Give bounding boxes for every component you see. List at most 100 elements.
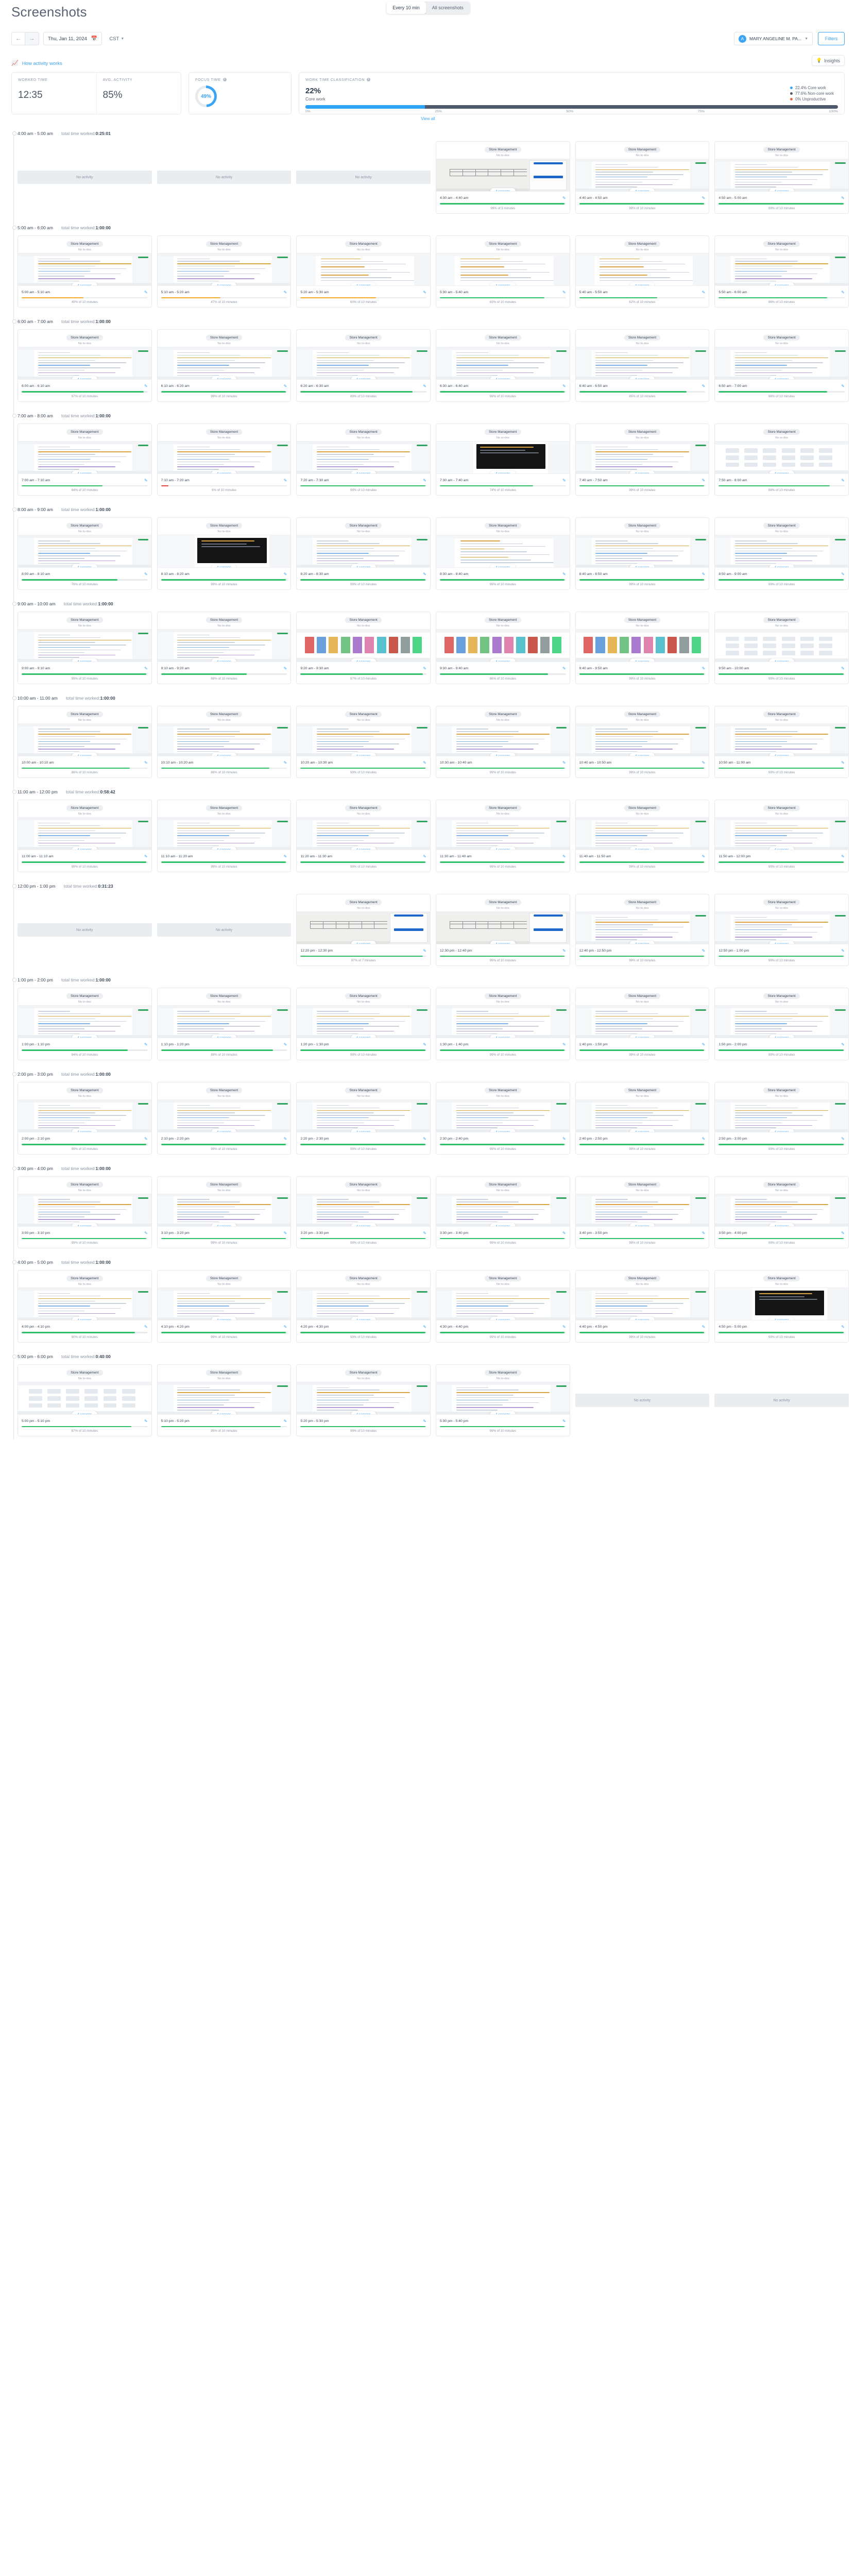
screenshot-thumbnail[interactable]: 4 screens [715, 723, 848, 756]
screenshot-card[interactable]: Store Management No to-dos 4 screens 4:20 p… [296, 1270, 431, 1343]
screens-count-pill[interactable]: 4 screens [211, 1128, 237, 1132]
pencil-icon[interactable]: ✎ [562, 1042, 566, 1047]
screenshot-thumbnail[interactable]: 4 screens [157, 440, 291, 474]
project-chip[interactable]: Store Management [485, 1181, 521, 1188]
screenshot-card[interactable]: Store Management No to-dos 4 screens 5:10 p… [157, 1364, 292, 1437]
screens-count-pill[interactable]: 4 screens [769, 1128, 794, 1132]
project-chip[interactable]: Store Management [624, 147, 661, 152]
screenshot-card[interactable]: Store Management No to-dos 4 screens 8:10 a… [157, 517, 292, 590]
pencil-icon[interactable]: ✎ [701, 948, 706, 953]
project-chip[interactable]: Store Management [206, 523, 243, 529]
screenshot-thumbnail[interactable]: 4 screens [436, 1381, 570, 1415]
project-chip[interactable]: Store Management [485, 617, 521, 623]
pencil-icon[interactable]: ✎ [423, 666, 426, 671]
screens-count-pill[interactable]: 4 screens [629, 1128, 655, 1132]
screenshot-thumbnail[interactable]: 4 screens [18, 440, 151, 474]
screens-count-pill[interactable]: 4 screens [769, 658, 794, 662]
screenshot-card[interactable]: Store Management No to-dos 4 screens 10:20 … [296, 705, 431, 778]
screenshot-thumbnail[interactable]: 4 screens [297, 535, 430, 568]
pencil-icon[interactable]: ✎ [283, 666, 287, 671]
screenshot-card[interactable]: Store Management No to-dos 4 screens 3:10 p… [157, 1176, 292, 1249]
screens-count-pill[interactable]: 4 screens [769, 1223, 794, 1226]
pencil-icon[interactable]: ✎ [283, 290, 287, 295]
screenshot-card[interactable]: Store Management No to-dos 4 screens 2:10 p… [157, 1081, 292, 1155]
pencil-icon[interactable]: ✎ [841, 1230, 845, 1235]
screens-count-pill[interactable]: 4 screens [72, 1223, 97, 1226]
screens-count-pill[interactable]: 4 screens [490, 1128, 516, 1132]
screens-count-pill[interactable]: 4 screens [72, 658, 97, 662]
pencil-icon[interactable]: ✎ [423, 1136, 426, 1141]
pencil-icon[interactable]: ✎ [423, 854, 426, 859]
screens-count-pill[interactable]: 4 screens [351, 752, 376, 756]
pencil-icon[interactable]: ✎ [283, 760, 287, 765]
pencil-icon[interactable]: ✎ [283, 854, 287, 859]
insights-button[interactable]: 💡 Insights [811, 55, 845, 66]
view-all-link[interactable]: View all [418, 116, 438, 121]
pencil-icon[interactable]: ✎ [562, 1418, 566, 1423]
screenshot-thumbnail[interactable]: 4 screens [436, 817, 570, 851]
screenshot-thumbnail[interactable]: 4 screens [297, 911, 430, 944]
project-chip[interactable]: Store Management [66, 523, 103, 529]
screens-count-pill[interactable]: 4 screens [629, 752, 655, 756]
project-chip[interactable]: Store Management [763, 993, 800, 999]
pencil-icon[interactable]: ✎ [841, 572, 845, 577]
project-chip[interactable]: Store Management [624, 335, 661, 341]
info-icon[interactable]: i [222, 78, 227, 81]
project-chip[interactable]: Store Management [206, 805, 243, 811]
pencil-icon[interactable]: ✎ [701, 666, 706, 671]
screens-count-pill[interactable]: 4 screens [629, 470, 655, 473]
pencil-icon[interactable]: ✎ [144, 760, 148, 765]
pencil-icon[interactable]: ✎ [283, 1230, 287, 1235]
screenshot-thumbnail[interactable]: 4 screens [297, 723, 430, 756]
screens-count-pill[interactable]: 4 screens [351, 1317, 376, 1320]
project-chip[interactable]: Store Management [345, 523, 382, 529]
screenshot-card[interactable]: Store Management No to-dos 4 screens 4:50 a… [714, 141, 849, 214]
how-activity-works-link[interactable]: How activity works [22, 61, 62, 66]
screenshot-card[interactable]: Store Management No to-dos 4 screens 2:00 p… [18, 1081, 152, 1155]
screenshot-thumbnail[interactable]: 4 screens [436, 911, 570, 944]
pencil-icon[interactable]: ✎ [144, 1418, 148, 1423]
project-chip[interactable]: Store Management [485, 335, 521, 341]
screenshot-thumbnail[interactable]: 4 screens [18, 723, 151, 756]
project-chip[interactable]: Store Management [763, 1276, 800, 1282]
screenshot-card[interactable]: Store Management No to-dos 4 screens 5:10 a… [157, 235, 292, 308]
screenshot-card[interactable]: Store Management No to-dos 4 screens 9:50 a… [714, 611, 849, 684]
pencil-icon[interactable]: ✎ [423, 384, 426, 389]
project-chip[interactable]: Store Management [624, 617, 661, 623]
screenshot-thumbnail[interactable]: 4 screens [715, 911, 848, 944]
project-chip[interactable]: Store Management [66, 993, 103, 999]
screenshot-thumbnail[interactable]: 4 screens [575, 252, 709, 286]
screens-count-pill[interactable]: 4 screens [629, 188, 655, 191]
screenshot-thumbnail[interactable]: 4 screens [157, 1099, 291, 1132]
screens-count-pill[interactable]: 4 screens [769, 282, 794, 285]
segment-all-screenshots[interactable]: All screenshots [425, 2, 470, 14]
screenshot-card[interactable]: Store Management No to-dos 4 screens 6:20 a… [296, 329, 431, 402]
screenshot-card[interactable]: Store Management No to-dos 4 screens 5:20 a… [296, 235, 431, 308]
screenshot-card[interactable]: Store Management No to-dos 4 screens 12:50 … [714, 893, 849, 967]
screens-count-pill[interactable]: 4 screens [211, 282, 237, 285]
project-chip[interactable]: Store Management [66, 1181, 103, 1188]
project-chip[interactable]: Store Management [345, 993, 382, 999]
pencil-icon[interactable]: ✎ [701, 760, 706, 765]
screenshot-thumbnail[interactable]: 4 screens [436, 1287, 570, 1321]
screenshot-thumbnail[interactable]: 4 screens [575, 440, 709, 474]
pencil-icon[interactable]: ✎ [423, 572, 426, 577]
screens-count-pill[interactable]: 4 screens [490, 376, 516, 380]
project-chip[interactable]: Store Management [345, 805, 382, 811]
project-chip[interactable]: Store Management [66, 335, 103, 341]
project-chip[interactable]: Store Management [485, 147, 521, 152]
project-chip[interactable]: Store Management [485, 805, 521, 811]
screens-count-pill[interactable]: 4 screens [769, 1317, 794, 1320]
project-chip[interactable]: Store Management [345, 711, 382, 717]
screenshot-thumbnail[interactable]: 4 screens [297, 817, 430, 851]
date-picker[interactable]: Thu, Jan 11, 2024 📅 [43, 32, 102, 45]
screenshot-card[interactable]: Store Management No to-dos 4 screens 6:00 a… [18, 329, 152, 402]
screenshot-card[interactable]: Store Management No to-dos 4 screens 4:40 a… [575, 141, 710, 214]
screenshot-thumbnail[interactable]: 4 screens [18, 535, 151, 568]
screenshot-card[interactable]: Store Management No to-dos 4 screens 1:30 p… [435, 988, 570, 1060]
pencil-icon[interactable]: ✎ [423, 948, 426, 953]
project-chip[interactable]: Store Management [206, 1369, 243, 1376]
screens-count-pill[interactable]: 4 screens [72, 1128, 97, 1132]
screenshot-thumbnail[interactable]: 4 screens [18, 1287, 151, 1321]
project-chip[interactable]: Store Management [345, 335, 382, 341]
